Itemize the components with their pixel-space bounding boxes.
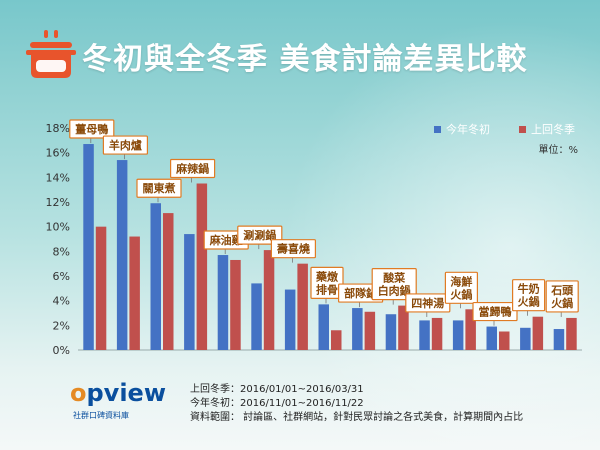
bar-previous (196, 183, 208, 350)
category-label-box (371, 268, 417, 301)
bar-previous (263, 250, 275, 350)
y-tick-label: 14% (46, 171, 70, 184)
category-label: 火鍋 (551, 296, 573, 310)
bar-previous (398, 305, 409, 350)
category-label: 薑母鴨 (75, 122, 108, 136)
category-label: 關東煮 (143, 181, 176, 195)
category-label: 壽喜燒 (277, 242, 310, 256)
bar-previous (163, 213, 174, 350)
y-tick-label: 10% (46, 221, 70, 234)
bar-previous (297, 263, 308, 350)
bar-current (116, 160, 128, 350)
category-label: 火鍋 (518, 295, 540, 309)
category-label: 火鍋 (450, 287, 472, 301)
category-label: 藥燉 (315, 269, 338, 283)
legend-previous-label: 上回冬季 (531, 122, 575, 136)
category-label-box (310, 266, 344, 299)
category-label: 四神湯 (411, 296, 444, 310)
category-label: 涮涮鍋 (243, 228, 276, 242)
legend-current-swatch (434, 126, 441, 133)
category-label: 當歸鴨 (479, 305, 512, 319)
legend-previous-swatch (519, 126, 526, 133)
y-tick-label: 6% (53, 270, 70, 283)
bar-previous (364, 311, 376, 350)
unit-label: 單位：% (538, 143, 578, 156)
category-label-box (472, 301, 518, 322)
legend-current-label: 今年冬初 (446, 122, 490, 136)
category-label: 酸菜 (383, 271, 406, 285)
category-label-box (545, 280, 579, 313)
category-label-box (270, 239, 316, 259)
category-label: 牛奶 (518, 282, 540, 296)
y-tick-label: 4% (53, 295, 70, 308)
bar-current (83, 144, 94, 350)
bar-current (251, 283, 262, 350)
category-label: 麻辣鍋 (175, 162, 209, 176)
bar-current (184, 234, 195, 350)
bar-previous (431, 317, 443, 350)
bar-previous (532, 316, 544, 350)
bar-current (486, 326, 497, 350)
bar-previous (465, 309, 476, 350)
bar-current (284, 289, 296, 350)
bar-current (553, 329, 565, 350)
category-label: 麻油雞 (209, 233, 243, 247)
y-tick-label: 12% (46, 196, 70, 209)
y-tick-label: 8% (53, 245, 70, 258)
bar-previous (230, 259, 241, 350)
y-tick-label: 16% (46, 147, 70, 160)
bar-current (150, 203, 161, 350)
category-label: 羊肉爐 (109, 138, 142, 152)
y-tick-label: 2% (53, 319, 70, 332)
bar-previous (129, 236, 140, 350)
category-label-box (102, 135, 149, 155)
bar-current (520, 327, 531, 350)
bar-current (217, 255, 229, 350)
category-label: 部隊鍋 (344, 286, 377, 300)
bar-current (419, 320, 430, 350)
bar-previous (499, 331, 510, 350)
category-label-box (136, 178, 182, 198)
y-tick-label: 18% (46, 122, 70, 135)
category-label: 石頭 (550, 284, 574, 297)
cooking-pot-icon (26, 30, 76, 78)
bar-previous (95, 226, 107, 350)
category-label-box (237, 225, 283, 245)
category-label-box (444, 271, 478, 304)
category-label-box (69, 119, 115, 139)
category-label: 白肉鍋 (378, 284, 411, 298)
category-label: 排骨 (316, 282, 338, 296)
page-title: 冬初與全冬季 美食討論差異比較 (82, 42, 528, 77)
bar-current (352, 308, 363, 350)
bar-current (318, 304, 329, 350)
bar-current (452, 320, 464, 350)
bar-previous (331, 330, 342, 350)
category-label-box (170, 158, 216, 179)
bar-previous (566, 317, 577, 350)
bar-current (385, 314, 397, 350)
y-tick-label: 0% (53, 344, 70, 357)
category-label: 海鮮 (450, 274, 472, 288)
category-label-box (511, 279, 546, 312)
